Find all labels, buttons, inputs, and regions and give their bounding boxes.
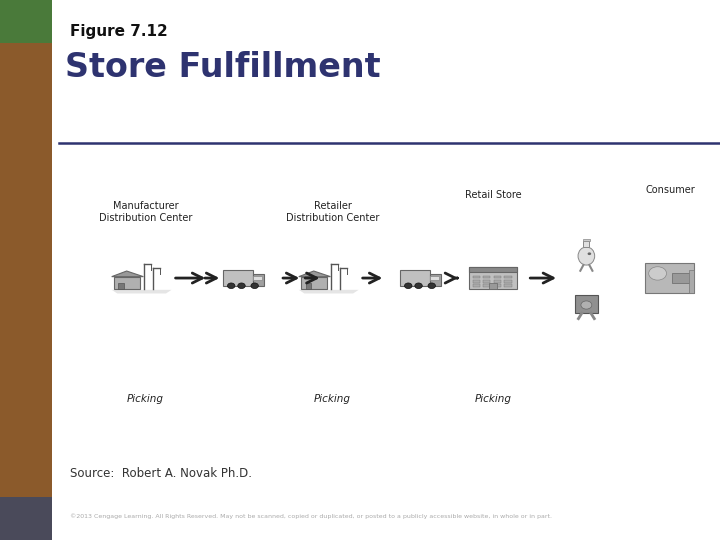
Bar: [469, 267, 517, 289]
Bar: [489, 282, 497, 289]
Bar: [118, 283, 124, 289]
Text: Figure 7.12: Figure 7.12: [70, 24, 168, 39]
Text: Retail Store: Retail Store: [464, 190, 521, 200]
Text: Picking: Picking: [474, 394, 511, 404]
Circle shape: [228, 283, 235, 288]
Bar: [494, 284, 501, 287]
Bar: [469, 267, 517, 272]
Text: ©2013 Cengage Learning. All Rights Reserved. May not be scanned, copied or dupli: ©2013 Cengage Learning. All Rights Reser…: [70, 513, 552, 518]
Polygon shape: [299, 290, 359, 294]
Bar: [0, 497, 52, 540]
Text: Manufacturer
Distribution Center: Manufacturer Distribution Center: [99, 201, 192, 224]
Circle shape: [238, 283, 246, 288]
Circle shape: [649, 267, 667, 280]
Bar: [0, 0, 52, 43]
Polygon shape: [299, 271, 330, 276]
Circle shape: [415, 283, 423, 288]
Bar: [688, 271, 695, 293]
Text: Consumer: Consumer: [645, 185, 695, 195]
Circle shape: [581, 301, 592, 309]
Text: Retailer
Distribution Center: Retailer Distribution Center: [286, 201, 379, 224]
Bar: [0, 43, 52, 497]
Text: Store Fulfillment: Store Fulfillment: [65, 51, 380, 84]
Bar: [431, 276, 438, 280]
Bar: [253, 274, 264, 286]
Bar: [504, 284, 511, 287]
Bar: [472, 284, 480, 287]
Bar: [494, 280, 501, 282]
Polygon shape: [112, 290, 171, 294]
Ellipse shape: [578, 247, 595, 265]
Bar: [494, 276, 501, 279]
Bar: [305, 283, 311, 289]
Bar: [645, 262, 695, 293]
Bar: [114, 276, 140, 289]
Circle shape: [588, 252, 591, 255]
Bar: [223, 271, 253, 286]
Bar: [253, 276, 261, 280]
Text: Picking: Picking: [127, 394, 164, 404]
Bar: [301, 276, 327, 289]
Text: Source:  Robert A. Novak Ph.D.: Source: Robert A. Novak Ph.D.: [70, 467, 252, 480]
Bar: [504, 280, 511, 282]
Bar: [672, 273, 691, 282]
Bar: [483, 280, 490, 282]
Bar: [582, 239, 590, 241]
Bar: [575, 295, 598, 313]
Bar: [430, 274, 441, 286]
Bar: [400, 271, 430, 286]
Bar: [504, 276, 511, 279]
Bar: [472, 280, 480, 282]
Bar: [472, 276, 480, 279]
Polygon shape: [112, 271, 143, 276]
Text: Picking: Picking: [314, 394, 351, 404]
Circle shape: [251, 283, 258, 288]
Bar: [483, 284, 490, 287]
Circle shape: [405, 283, 412, 288]
Bar: [583, 241, 590, 247]
Bar: [483, 276, 490, 279]
Circle shape: [428, 283, 436, 288]
